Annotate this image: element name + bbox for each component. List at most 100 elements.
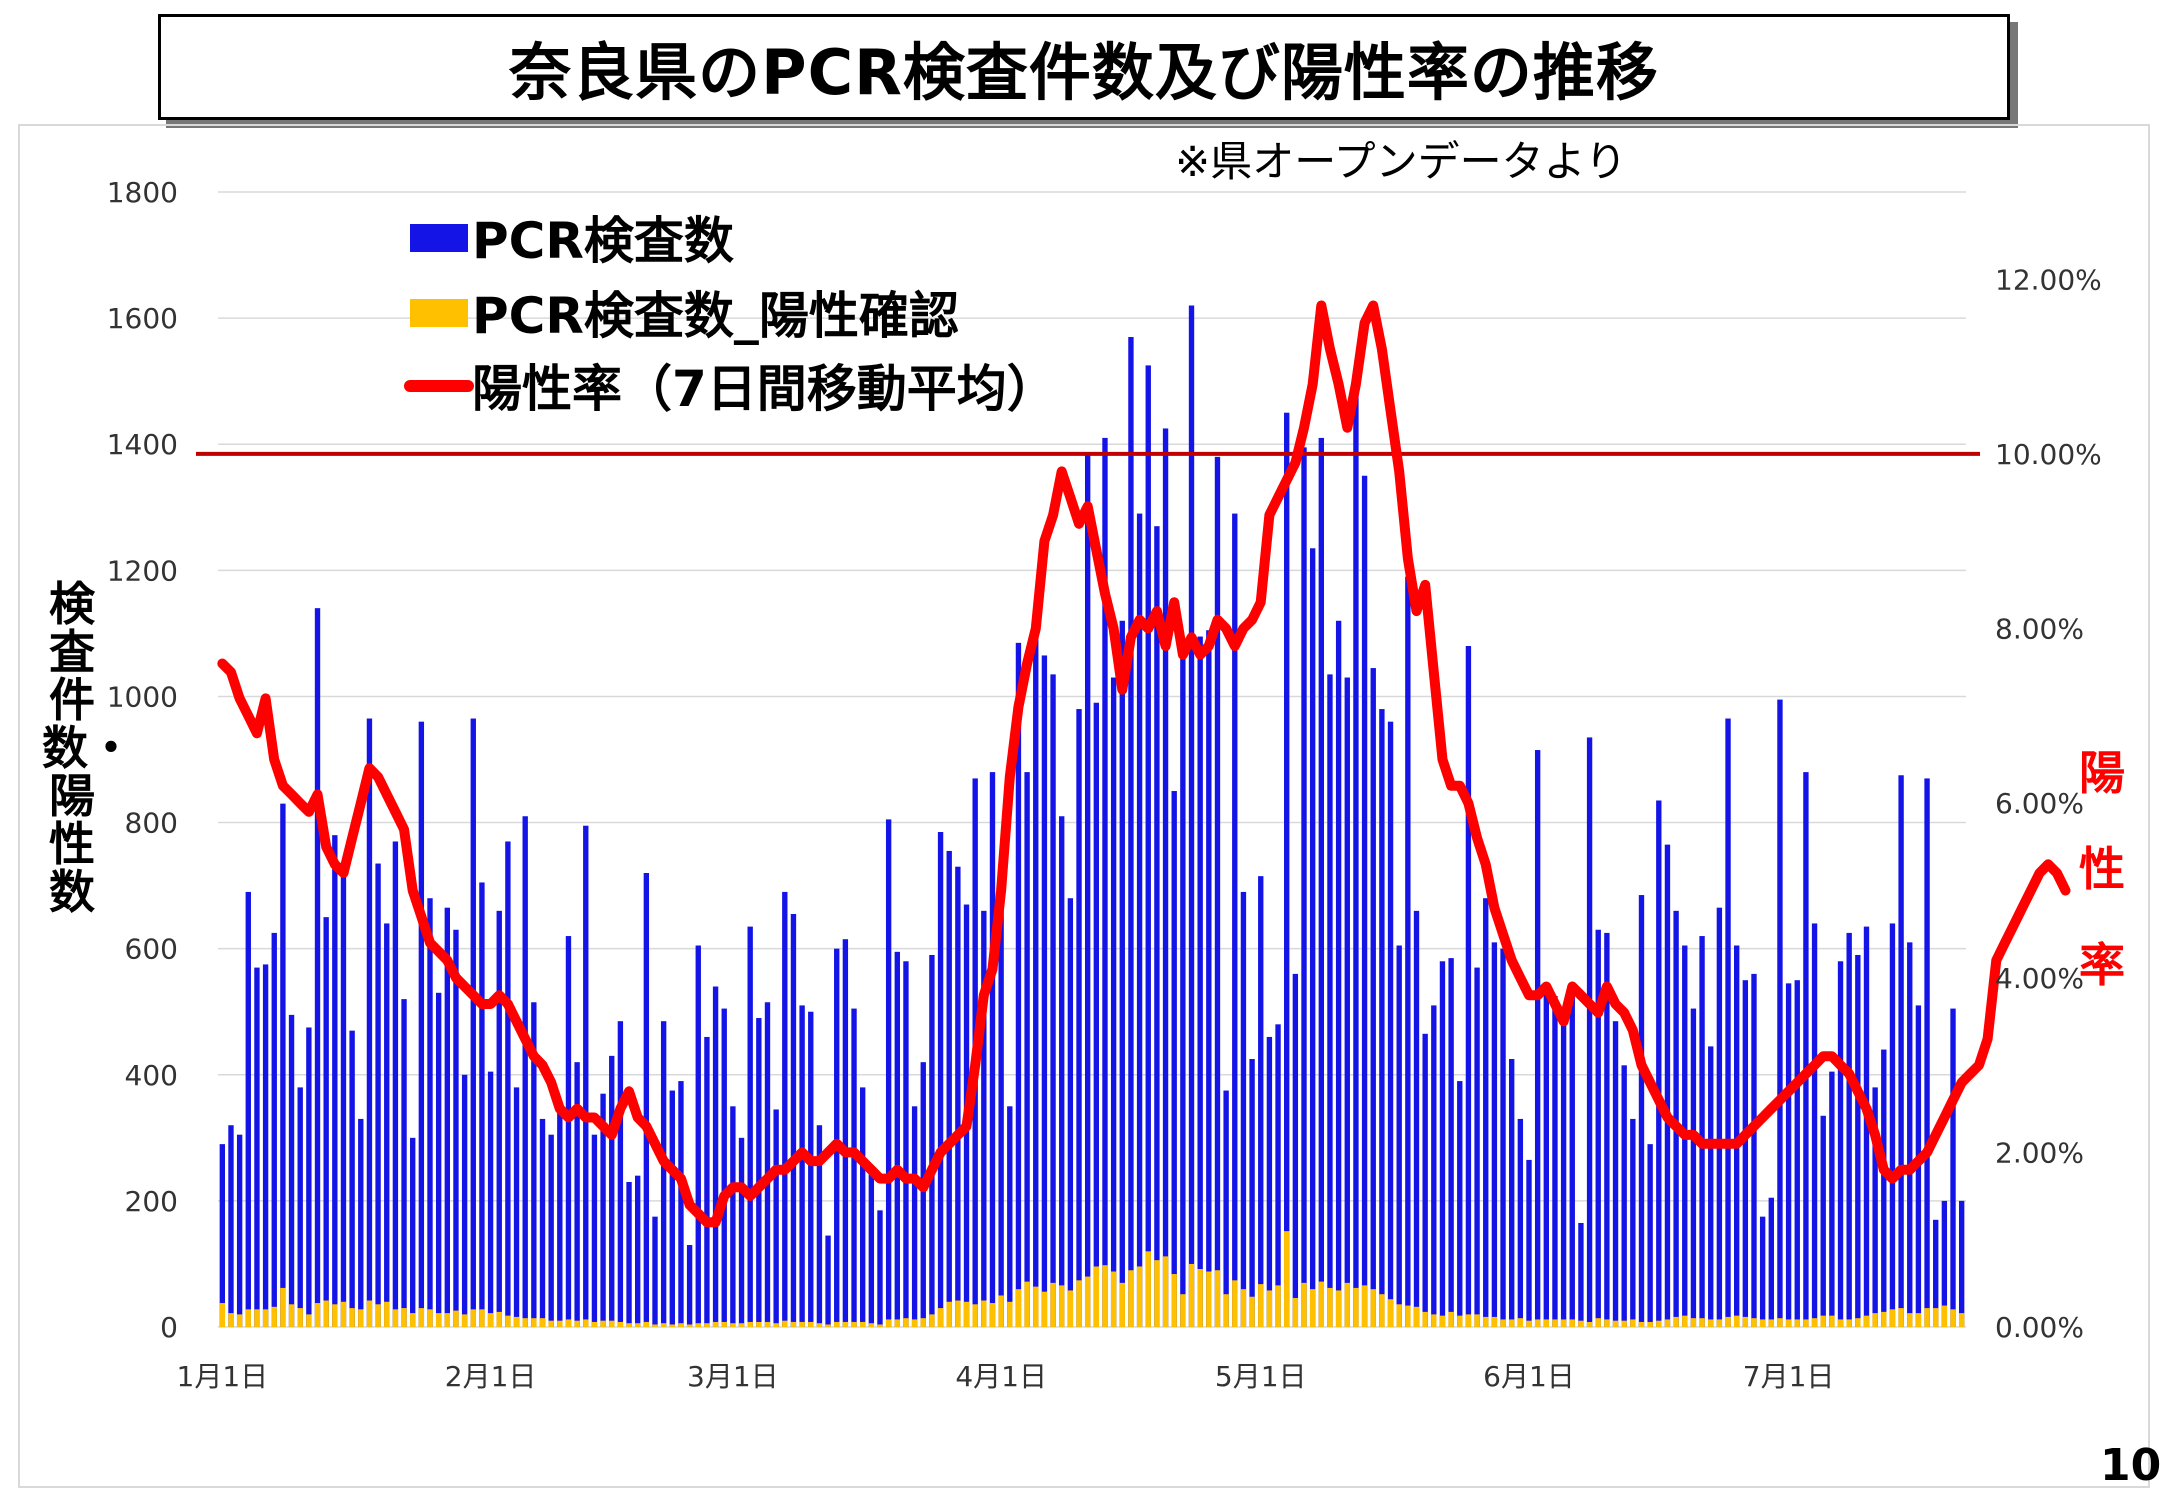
- positives-bar: [470, 1309, 476, 1327]
- tests-bar: [1335, 620, 1342, 1327]
- tests-bar: [1344, 677, 1350, 1327]
- tests-bar: [1457, 1081, 1463, 1327]
- tests-bar: [1759, 1216, 1766, 1327]
- positives-bar: [1621, 1320, 1627, 1327]
- tests-bar: [842, 939, 849, 1327]
- tests-bar: [280, 803, 286, 1327]
- tests-bar: [1361, 475, 1368, 1327]
- positives-bar: [1638, 1321, 1645, 1327]
- tests-bar: [756, 1018, 762, 1327]
- positives-bar: [799, 1321, 805, 1327]
- tests-bar: [228, 1125, 234, 1327]
- tests-bar: [1941, 1200, 1948, 1327]
- tests-bar: [1050, 674, 1056, 1327]
- positives-bar: [1803, 1319, 1809, 1327]
- tests-bar: [1327, 674, 1333, 1327]
- tests-bar: [1734, 945, 1740, 1327]
- positives-bar: [851, 1321, 857, 1327]
- tests-bar: [1924, 778, 1930, 1327]
- positives-bar: [271, 1306, 277, 1327]
- tests-bar: [1491, 942, 1498, 1327]
- positives-bar: [1214, 1270, 1221, 1327]
- positives-bar: [660, 1323, 667, 1327]
- positives-bar: [1439, 1315, 1446, 1327]
- tests-bar: [1370, 668, 1376, 1327]
- tests-bar: [531, 1002, 537, 1327]
- tests-bar: [1560, 1021, 1567, 1327]
- tests-bar: [1664, 844, 1671, 1327]
- positives-bar: [842, 1321, 849, 1327]
- positives-bar: [513, 1316, 520, 1327]
- tests-bar: [1933, 1219, 1939, 1327]
- tests-bar: [1829, 1071, 1835, 1327]
- positives-bar: [738, 1323, 745, 1327]
- tests-bar: [323, 917, 329, 1327]
- tests-bar: [609, 1055, 615, 1327]
- tests-bar: [652, 1216, 658, 1327]
- tests-bar: [1015, 642, 1022, 1327]
- positives-bar: [1595, 1318, 1601, 1327]
- positives-bar: [1630, 1319, 1636, 1327]
- positives-bar: [306, 1314, 312, 1327]
- positives-bar: [1569, 1319, 1575, 1327]
- page-number: 10: [2100, 1440, 2162, 1491]
- positives-bar: [531, 1318, 537, 1327]
- positives-bar: [1898, 1308, 1904, 1327]
- tests-bar: [1067, 898, 1074, 1327]
- positives-bar: [635, 1323, 641, 1327]
- y-left-tick-label: 0: [160, 1311, 178, 1344]
- positives-bar: [1379, 1294, 1385, 1327]
- tests-bar: [444, 907, 450, 1327]
- positives-bar: [574, 1320, 580, 1327]
- tests-bar: [1119, 620, 1125, 1327]
- positives-bar: [1474, 1314, 1480, 1327]
- tests-bar: [1292, 973, 1299, 1327]
- legend-label: 陽性率（7日間移動平均）: [472, 360, 1057, 418]
- positives-bar: [782, 1320, 788, 1327]
- tests-bar: [1076, 709, 1082, 1327]
- tests-bar: [1197, 636, 1203, 1327]
- positives-bar: [358, 1309, 364, 1327]
- positives-bar: [1716, 1319, 1723, 1327]
- tests-bar: [617, 1021, 624, 1327]
- tests-bar: [1387, 721, 1394, 1327]
- tests-bar: [1110, 677, 1117, 1327]
- tests-bar: [1630, 1118, 1636, 1327]
- positives-bar: [989, 1303, 996, 1327]
- positives-bar: [1084, 1276, 1091, 1327]
- tests-bar: [392, 841, 399, 1327]
- positives-bar: [1335, 1290, 1342, 1327]
- tests-bar: [1154, 526, 1160, 1327]
- positives-bar: [825, 1324, 831, 1327]
- tests-bar: [704, 1036, 710, 1327]
- positives-bar: [1690, 1318, 1697, 1327]
- positives-bar: [1128, 1270, 1134, 1327]
- positives-bar: [1915, 1313, 1922, 1327]
- positives-bar: [1742, 1316, 1749, 1327]
- tests-bar: [271, 932, 277, 1327]
- positives-bar: [444, 1313, 450, 1327]
- tests-bar: [1578, 1222, 1584, 1327]
- positives-bar: [1102, 1265, 1108, 1327]
- tests-bar: [1448, 958, 1454, 1327]
- y-left-tick-label: 1000: [107, 680, 178, 713]
- tests-bar: [565, 936, 572, 1327]
- tests-bar: [453, 929, 459, 1327]
- positives-bar: [1820, 1315, 1826, 1327]
- positives-bar: [721, 1321, 727, 1327]
- positives-bar: [1604, 1319, 1610, 1327]
- tests-bar: [435, 992, 442, 1327]
- positives-bar: [868, 1323, 875, 1327]
- tests-bar: [981, 910, 987, 1327]
- tests-bar: [1569, 986, 1575, 1327]
- positives-bar: [522, 1318, 528, 1327]
- positives-bar: [1033, 1286, 1039, 1327]
- positives-bar: [453, 1310, 459, 1327]
- positives-bar: [1673, 1316, 1679, 1327]
- positives-bars: [219, 1231, 1965, 1327]
- positives-bar: [1275, 1285, 1281, 1327]
- positives-bar: [1110, 1271, 1117, 1327]
- tests-bar: [885, 819, 892, 1327]
- positives-bar: [937, 1308, 944, 1327]
- tests-bar: [1284, 412, 1290, 1327]
